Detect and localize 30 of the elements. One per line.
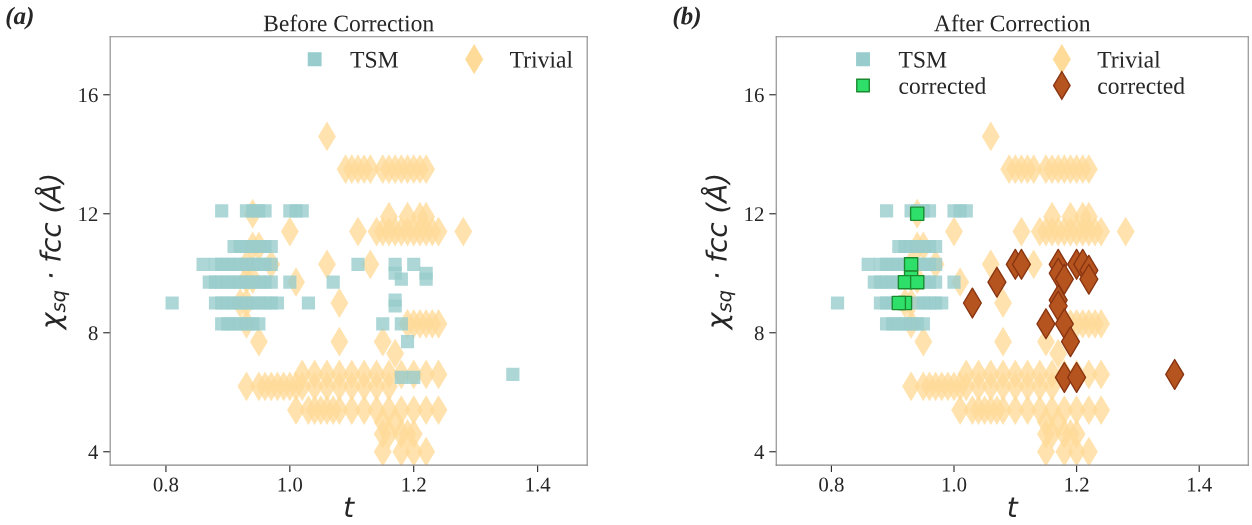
x-tick-label: 1.2 bbox=[402, 477, 426, 492]
y-tick-label: 4 bbox=[754, 445, 765, 459]
legend-label: corrected bbox=[1098, 77, 1185, 94]
x-tick-label: 0.8 bbox=[819, 477, 844, 492]
chart-title: After Correction bbox=[934, 14, 1091, 32]
y-axis-title: χ$_{sq}$ · fcc (Å) bbox=[700, 175, 736, 331]
legend-label: TSM bbox=[350, 51, 398, 68]
x-tick-label: 1.4 bbox=[526, 477, 551, 492]
legend-label: TSM bbox=[898, 51, 947, 68]
text: (b) bbox=[673, 6, 700, 30]
y-tick-label: 12 bbox=[79, 207, 98, 221]
y-axis-title: χ$_{sq}$ · fcc (Å) bbox=[34, 175, 70, 331]
x-tick-label: 1.0 bbox=[942, 477, 967, 492]
legend-label: Trivial bbox=[1097, 51, 1161, 68]
x-tick-label: 1.0 bbox=[278, 477, 303, 492]
x-tick-label: 1.2 bbox=[1065, 477, 1089, 492]
y-tick-label: 12 bbox=[745, 207, 764, 221]
legend-label: Trivial bbox=[510, 51, 573, 68]
text: (a) bbox=[6, 6, 33, 30]
y-tick-label: 4 bbox=[88, 445, 99, 459]
x-tick-label: 0.8 bbox=[153, 477, 179, 492]
x-tick-label: 1.4 bbox=[1188, 477, 1212, 492]
chart-title: Before Correction bbox=[263, 14, 434, 32]
y-tick-label: 16 bbox=[79, 88, 98, 103]
y-tick-label: 16 bbox=[745, 88, 764, 103]
y-tick-label: 8 bbox=[754, 326, 764, 341]
x-axis-title: t bbox=[345, 497, 355, 517]
y-tick-label: 8 bbox=[88, 326, 98, 341]
legend-label: corrected bbox=[899, 77, 986, 94]
x-axis-title: t bbox=[1008, 497, 1019, 517]
